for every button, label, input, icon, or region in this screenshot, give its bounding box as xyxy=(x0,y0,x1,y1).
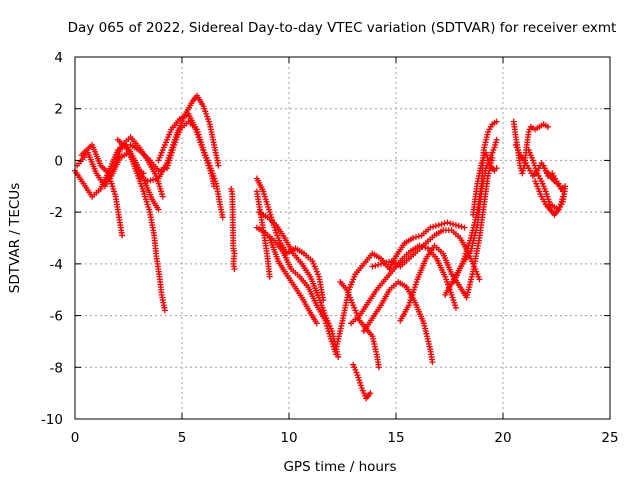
y-tick-label: -10 xyxy=(41,412,63,428)
series-s28 xyxy=(532,178,569,218)
data-point xyxy=(458,223,465,230)
series-s19 xyxy=(360,278,436,366)
x-tick-label: 15 xyxy=(387,430,404,446)
x-axis-label: GPS time / hours xyxy=(283,459,396,475)
data-point xyxy=(461,224,468,231)
data-point xyxy=(441,220,448,227)
data-point xyxy=(430,223,437,230)
x-tick-label: 20 xyxy=(494,430,511,446)
y-tick-label: -8 xyxy=(50,360,63,376)
data-point xyxy=(333,351,340,358)
data-point xyxy=(211,183,218,190)
data-point xyxy=(476,276,483,283)
y-tick-label: 4 xyxy=(54,50,63,66)
data-point xyxy=(455,222,462,229)
series-s24 xyxy=(470,149,500,218)
y-tick-label: -4 xyxy=(50,257,63,273)
series-s8 xyxy=(155,110,218,190)
data-point xyxy=(313,320,320,327)
axis-ticks xyxy=(74,56,611,420)
series-s21 xyxy=(397,154,496,324)
series-s11 xyxy=(253,188,273,280)
data-point xyxy=(375,364,382,371)
x-tick-label: 10 xyxy=(280,430,297,446)
data-point xyxy=(447,220,454,227)
data-point xyxy=(155,206,162,213)
x-tick-labels: 0 5 10 15 20 25 xyxy=(71,430,619,446)
series-s23 xyxy=(450,118,500,285)
data-point xyxy=(493,118,500,125)
x-tick-label: 25 xyxy=(601,430,618,446)
x-tick-label: 0 xyxy=(71,430,80,446)
data-point xyxy=(119,232,126,239)
y-axis-label: SDTVAR / TECUs xyxy=(7,183,23,293)
data-point xyxy=(544,123,551,130)
data-point xyxy=(266,273,273,280)
y-tick-label: 2 xyxy=(54,102,63,118)
data-point xyxy=(410,235,417,241)
data-point xyxy=(562,183,569,190)
y-tick-label: -6 xyxy=(50,309,63,325)
data-point xyxy=(369,263,376,270)
data-point xyxy=(432,222,439,229)
x-tick-label: 5 xyxy=(178,430,187,446)
data-point xyxy=(435,222,442,229)
series-s18 xyxy=(350,361,374,402)
data-point xyxy=(415,233,422,240)
plot-frame xyxy=(74,56,611,420)
series-s20 xyxy=(369,227,483,283)
chart-title: Day 065 of 2022, Sidereal Day-to-day VTE… xyxy=(68,20,617,36)
series-s7 xyxy=(136,92,222,185)
data-point xyxy=(493,165,500,172)
data-point xyxy=(215,162,222,169)
data-point xyxy=(140,170,147,177)
data-point xyxy=(450,221,457,228)
data-point xyxy=(429,359,436,366)
y-tick-labels: -10 -8 -6 -4 -2 0 2 4 xyxy=(41,50,63,428)
data-point xyxy=(159,193,166,200)
data-point xyxy=(155,167,162,174)
series-s12 xyxy=(256,209,342,360)
data-point xyxy=(452,304,459,311)
series-s4 xyxy=(106,172,126,239)
y-tick-label: 0 xyxy=(54,153,63,169)
data-point xyxy=(438,221,445,228)
series-s29 xyxy=(540,162,569,192)
data-point xyxy=(367,390,374,397)
data-point xyxy=(375,261,382,268)
y-tick-label: -2 xyxy=(50,205,63,221)
series-s9 xyxy=(228,185,238,273)
data-point xyxy=(427,224,434,231)
data-points xyxy=(72,92,569,402)
data-point xyxy=(493,136,500,143)
data-point xyxy=(412,234,419,241)
series-s14 xyxy=(266,235,320,327)
data-point xyxy=(372,262,379,269)
data-point xyxy=(444,219,451,226)
data-point xyxy=(219,214,226,221)
data-point xyxy=(231,266,238,273)
data-point xyxy=(452,222,459,229)
data-point xyxy=(161,307,168,314)
